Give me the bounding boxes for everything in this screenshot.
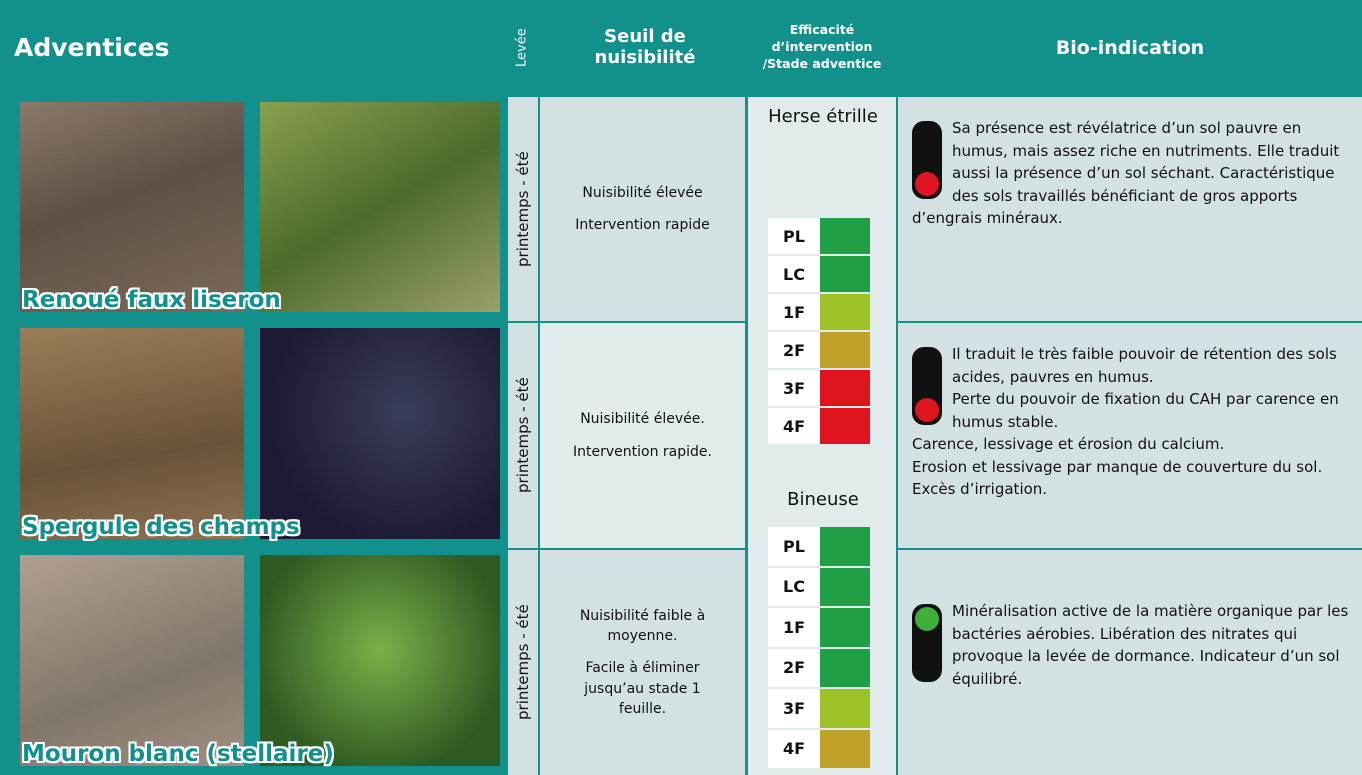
tool-name: Herse étrille bbox=[768, 106, 878, 127]
stage-color bbox=[820, 218, 870, 254]
stage-label: 2F bbox=[768, 648, 820, 687]
stage-color bbox=[820, 370, 870, 406]
bio-text: Il traduit le très faible pouvoir de rét… bbox=[952, 345, 1337, 386]
bio-cell: Il traduit le très faible pouvoir de rét… bbox=[898, 323, 1362, 548]
stage-color bbox=[820, 567, 870, 606]
bio-text: Erosion et lessivage par manque de couve… bbox=[912, 457, 1323, 499]
photo bbox=[17, 552, 247, 769]
bio-text: Perte du pouvoir de fixation du CAH par … bbox=[952, 390, 1339, 431]
seuil-text: Intervention rapide bbox=[575, 217, 710, 233]
photo bbox=[17, 99, 247, 315]
stage-color bbox=[820, 648, 870, 687]
stage-label: LC bbox=[768, 567, 820, 606]
traffic-light bbox=[912, 604, 942, 682]
seuil-text: Facile à éliminer jusqu’au stade 1 feuil… bbox=[584, 660, 701, 717]
stage-color bbox=[820, 689, 870, 728]
stage-color bbox=[820, 332, 870, 368]
bio-text: Sa présence est révélatrice d’un sol pau… bbox=[912, 119, 1340, 227]
tool-name: Bineuse bbox=[787, 489, 859, 510]
stage-label: 1F bbox=[768, 294, 820, 330]
light-dot bbox=[915, 607, 939, 631]
levee: printemps - été bbox=[508, 323, 538, 548]
levee: printemps - été bbox=[508, 550, 538, 775]
stage-label: 4F bbox=[768, 408, 820, 444]
stage-color bbox=[820, 527, 870, 566]
header-bio: Bio-indication bbox=[1055, 36, 1205, 59]
plant-name: Mouron blanc (stellaire) bbox=[22, 741, 334, 767]
photo bbox=[257, 552, 503, 769]
stage-label: 4F bbox=[768, 729, 820, 768]
bio-text: Carence, lessivage et érosion du calcium… bbox=[912, 435, 1225, 453]
header-title: Adventices bbox=[14, 33, 170, 62]
traffic-light bbox=[912, 121, 942, 199]
stage-color bbox=[820, 256, 870, 292]
bio-cell: Sa présence est révélatrice d’un sol pau… bbox=[898, 97, 1362, 321]
photo bbox=[17, 325, 247, 542]
stage-label: LC bbox=[768, 256, 820, 292]
seuil-text: Nuisibilité élevée bbox=[582, 184, 703, 201]
stage-label: 3F bbox=[768, 370, 820, 406]
photo bbox=[257, 99, 503, 315]
stage-color bbox=[820, 608, 870, 647]
seuil-cell: Nuisibilité élevée. Intervention rapide. bbox=[540, 323, 745, 548]
header-levee: Levée bbox=[514, 28, 530, 67]
light-dot bbox=[915, 172, 939, 196]
stage-label: PL bbox=[768, 527, 820, 566]
plant-name: Renoué faux liseron bbox=[22, 287, 281, 313]
seuil-text: Nuisibilité élevée. bbox=[580, 411, 705, 428]
header-seuil: Seuil de nuisibilité bbox=[594, 25, 696, 68]
stage-color bbox=[820, 408, 870, 444]
bio-text: Minéralisation active de la matière orga… bbox=[952, 602, 1349, 688]
stage-label: 1F bbox=[768, 608, 820, 647]
levee: printemps - été bbox=[508, 97, 538, 321]
stage-label: PL bbox=[768, 218, 820, 254]
stage-color bbox=[820, 729, 870, 768]
stage-label: 2F bbox=[768, 332, 820, 368]
seuil-cell: Nuisibilité élevée Intervention rapide bbox=[540, 97, 745, 321]
header-efficacite: Efficacité d’intervention /Stade adventi… bbox=[762, 22, 882, 71]
traffic-light bbox=[912, 347, 942, 425]
light-dot bbox=[915, 398, 939, 422]
bio-cell: Minéralisation active de la matière orga… bbox=[898, 550, 1362, 775]
seuil-text: Intervention rapide. bbox=[573, 443, 712, 460]
seuil-cell: Nuisibilité faible à moyenne. Facile à él… bbox=[540, 550, 745, 775]
stage-label: 3F bbox=[768, 689, 820, 728]
stage-color bbox=[820, 294, 870, 330]
photo bbox=[257, 325, 503, 542]
seuil-text: Nuisibilité faible à moyenne. bbox=[579, 607, 706, 645]
plant-name: Spergule des champs bbox=[22, 514, 300, 540]
